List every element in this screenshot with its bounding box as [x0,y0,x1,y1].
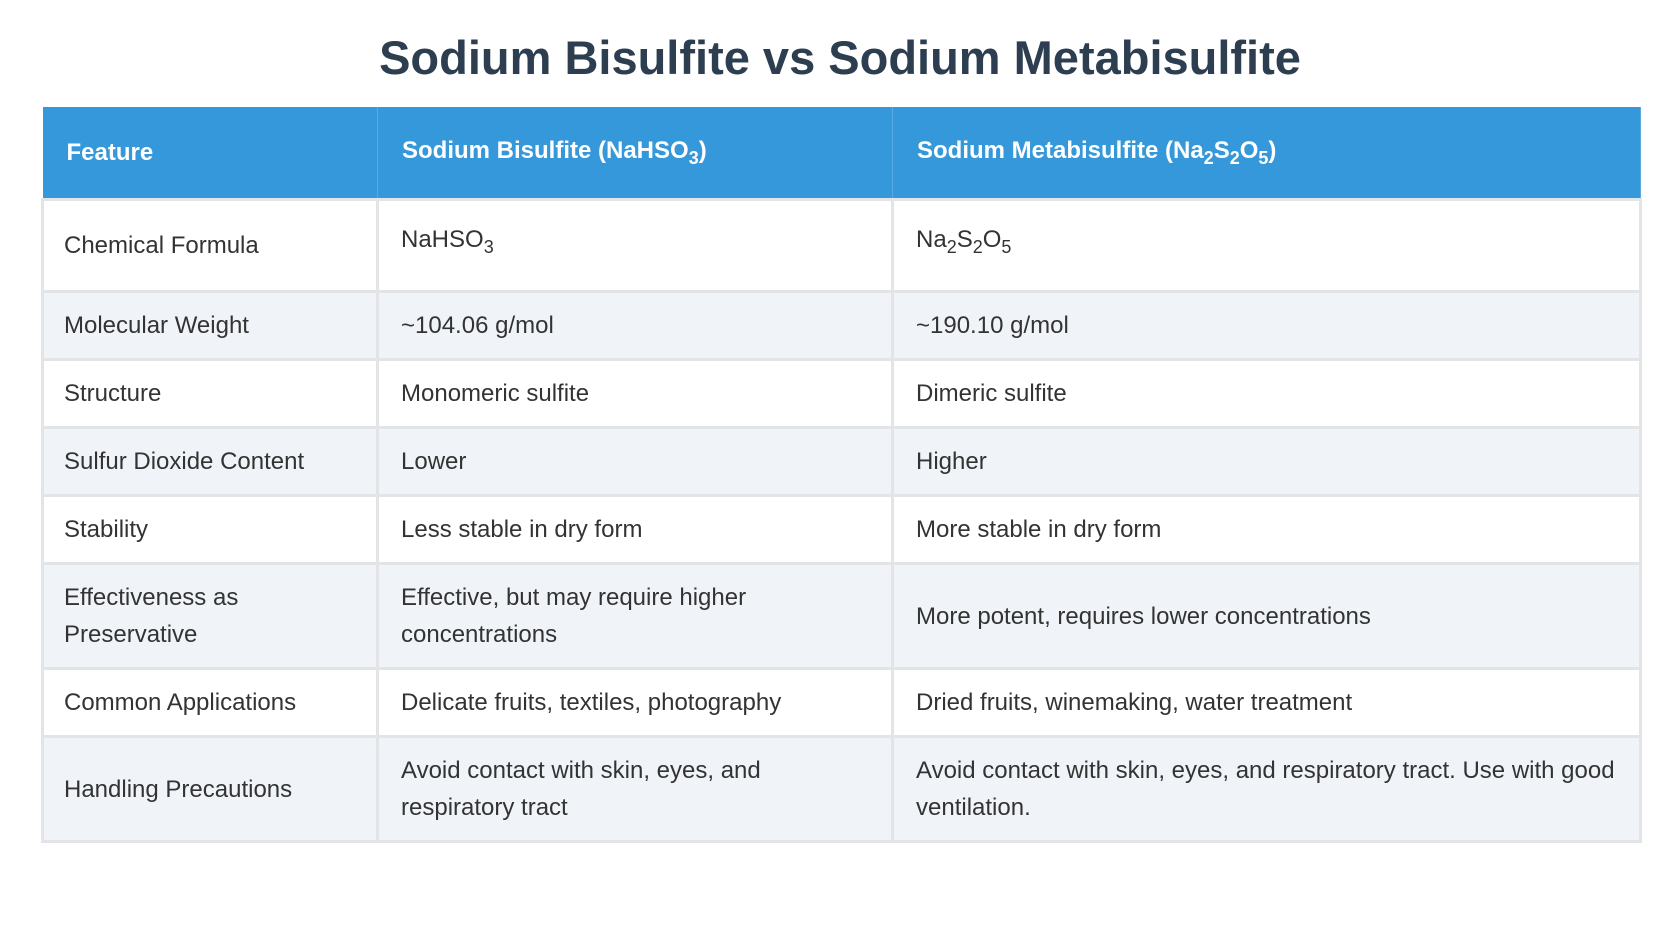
header-sodium-bisulfite: Sodium Bisulfite (NaHSO3) [377,107,893,200]
feature-cell: Chemical Formula [41,198,379,293]
bisulfite-cell: Effective, but may require higher concen… [376,562,894,670]
table-row: Structure Monomeric sulfite Dimeric sulfit… [41,358,1642,429]
table-row: Chemical Formula NaHSO3 Na2S2O5 [41,198,1642,293]
feature-cell: Effectiveness as Preservative [41,562,379,670]
header-text: S [1213,136,1230,164]
feature-cell: Handling Precautions [41,735,379,843]
feature-cell: Structure [41,358,379,429]
table-row: Effectiveness as Preservative Effective, … [41,562,1642,670]
subscript: 5 [1001,236,1012,257]
bisulfite-cell: Avoid contact with skin, eyes, and respi… [376,735,894,843]
bisulfite-cell: Less stable in dry form [376,494,894,565]
metabisulfite-cell: Higher [891,426,1642,497]
bisulfite-cell: ~104.06 g/mol [376,290,894,361]
feature-cell: Sulfur Dioxide Content [41,426,379,497]
subscript: 3 [688,147,699,168]
subscript: 2 [1203,147,1214,168]
metabisulfite-cell: ~190.10 g/mol [891,290,1642,361]
header-text: Sodium Bisulfite (NaHSO [402,136,689,164]
metabisulfite-cell: Na2S2O5 [891,198,1642,293]
header-feature: Feature [42,107,378,200]
subscript: 2 [946,236,957,257]
subscript: 5 [1258,147,1269,168]
header-text: Sodium Metabisulfite (Na [917,136,1204,164]
metabisulfite-cell: Dried fruits, winemaking, water treatmen… [891,667,1642,738]
subscript: 2 [1229,147,1240,168]
table-row: Common Applications Delicate fruits, text… [41,667,1642,738]
bisulfite-cell: Monomeric sulfite [376,358,894,429]
subscript: 3 [483,236,494,257]
metabisulfite-cell: More potent, requires lower concentratio… [891,562,1642,670]
table-row: Molecular Weight ~104.06 g/mol ~190.10 g/m… [41,290,1642,361]
metabisulfite-cell: Avoid contact with skin, eyes, and respi… [891,735,1642,843]
metabisulfite-cell: Dimeric sulfite [891,358,1642,429]
header-text: O [1239,136,1259,164]
table-row: Handling Precautions Avoid contact with s… [41,735,1642,843]
comparison-table: Feature Sodium Bisulfite (NaHSO3) Sodium… [41,107,1642,843]
feature-cell: Molecular Weight [41,290,379,361]
header-text: ) [1268,136,1277,164]
formula-text: NaHSO [401,226,484,253]
feature-cell: Common Applications [41,667,379,738]
feature-cell: Stability [41,494,379,565]
header-text: ) [698,136,707,164]
table-row: Sulfur Dioxide Content Lower Higher [41,426,1642,497]
header-sodium-metabisulfite: Sodium Metabisulfite (Na2S2O5) [892,107,1641,200]
subscript: 2 [972,236,983,257]
bisulfite-cell: Lower [376,426,894,497]
bisulfite-cell: NaHSO3 [376,198,894,293]
page-title: Sodium Bisulfite vs Sodium Metabisulfite [379,31,1301,84]
metabisulfite-cell: More stable in dry form [891,494,1642,565]
formula-text: Na [916,226,947,253]
header-row: Feature Sodium Bisulfite (NaHSO3) Sodium… [42,107,1641,200]
bisulfite-cell: Delicate fruits, textiles, photography [376,667,894,738]
formula-text: O [982,226,1002,253]
table-row: Stability Less stable in dry form More sta… [41,494,1642,565]
formula-text: S [956,226,973,253]
